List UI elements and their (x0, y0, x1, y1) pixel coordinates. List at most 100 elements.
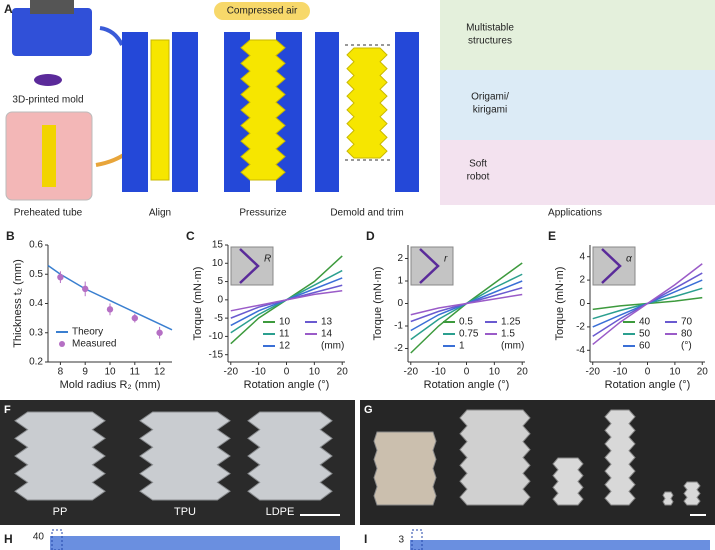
y-tick-label: -2 (576, 322, 585, 333)
y-tick-label: 0.3 (29, 327, 43, 338)
data-point (156, 329, 163, 336)
step-label: Pressurize (239, 208, 287, 219)
x-tick-label: 0 (284, 367, 290, 378)
x-tick-label: 9 (82, 367, 88, 378)
bellows (662, 491, 674, 506)
y-axis-label: Thickness t₂ (mm) (12, 259, 24, 348)
y-tick-label: 4 (579, 251, 585, 262)
legend-label: 13 (321, 317, 333, 328)
mold-disc (34, 74, 62, 86)
legend-label: 14 (321, 329, 333, 340)
legend-label: 11 (279, 329, 290, 340)
bellows (139, 411, 231, 501)
x-tick-label: 10 (104, 367, 116, 378)
y-tick-label: 1 (397, 276, 403, 287)
y-tick-label: 0.2 (29, 357, 43, 368)
bellows (373, 431, 437, 506)
data-line (47, 264, 173, 331)
panel-label: B (6, 229, 15, 243)
y-tick-label: 0 (579, 298, 585, 309)
panel-label: I (364, 532, 367, 546)
x-tick-label: -10 (251, 367, 266, 378)
y-tick-label: -1 (394, 321, 403, 332)
applications-title: Applications (548, 208, 602, 219)
band-multistable (440, 0, 715, 70)
material-label: LDPE (266, 506, 295, 518)
air-label: Compressed air (227, 6, 298, 17)
marker-box (51, 529, 63, 550)
x-tick-label: 20 (517, 367, 529, 378)
application-label: Origami/ (471, 92, 509, 103)
y-tick-label: -5 (214, 313, 223, 324)
data-point (106, 306, 114, 313)
y-tick-label: 0.6 (29, 240, 43, 251)
y-tick-label: 40 (33, 532, 45, 543)
bellows (14, 411, 106, 501)
bellows (346, 47, 388, 159)
inset (230, 246, 274, 286)
inset-label: R (264, 254, 271, 265)
legend-label: 1.5 (501, 329, 515, 340)
inset (410, 246, 454, 286)
legend-label: 80 (681, 329, 693, 340)
legend-label: 70 (681, 317, 693, 328)
panel-label: E (548, 229, 556, 243)
panel-label: G (364, 404, 373, 416)
y-tick-label: 3 (398, 535, 404, 546)
legend-label: 0.5 (459, 317, 473, 328)
photo-bellows (14, 409, 701, 506)
legend-label: 40 (639, 317, 651, 328)
data-line (410, 293, 523, 316)
application-label: Soft (469, 159, 487, 170)
x-tick-label: 20 (697, 367, 709, 378)
panel-label: A (4, 2, 13, 16)
x-tick-label: -20 (586, 367, 601, 378)
legend-unit: (mm) (321, 341, 344, 352)
y-tick-label: 2 (397, 253, 403, 264)
arrow (99, 26, 124, 46)
mold-half (315, 32, 339, 192)
y-tick-label: -10 (209, 331, 224, 342)
x-tick-label: 10 (489, 367, 501, 378)
legend-unit: (mm) (501, 341, 524, 352)
legend-label: Measured (72, 339, 116, 350)
mold (12, 8, 92, 56)
bellows (604, 409, 636, 506)
y-tick-label: 0 (397, 298, 403, 309)
panel-label: D (366, 229, 375, 243)
x-tick-label: 10 (669, 367, 681, 378)
bellows (683, 481, 701, 506)
x-axis-label: Rotation angle (°) (244, 379, 330, 391)
inset-label: r (444, 254, 448, 265)
marker-box (411, 529, 423, 550)
x-tick-label: 0 (645, 367, 651, 378)
air-box (214, 2, 310, 20)
legend-label: 1.25 (501, 317, 521, 328)
y-tick-label: 5 (217, 276, 223, 287)
material-label: TPU (174, 506, 196, 518)
mold-half (172, 32, 198, 192)
mold-cap (30, 0, 74, 14)
bellows (247, 411, 333, 501)
y-tick-label: 10 (212, 258, 224, 269)
x-tick-label: 12 (154, 367, 166, 378)
legend-swatch (59, 341, 65, 347)
bellows (459, 409, 531, 506)
application-label: Multistable (466, 23, 514, 34)
data-point (57, 273, 64, 281)
y-tick-label: -2 (394, 343, 403, 354)
legend-label: 12 (279, 341, 291, 352)
application-label: robot (467, 172, 490, 183)
inset-label: α (626, 254, 632, 265)
y-tick-label: -15 (209, 349, 224, 360)
application-label: kirigami (473, 105, 507, 116)
panel-label: H (4, 532, 13, 546)
bellows (240, 39, 286, 181)
x-tick-label: -10 (613, 367, 628, 378)
data-line (230, 284, 343, 319)
y-tick-label: 0.5 (29, 269, 43, 280)
panel-label: F (4, 404, 11, 416)
bellows (552, 457, 584, 506)
strip-h (50, 536, 340, 550)
